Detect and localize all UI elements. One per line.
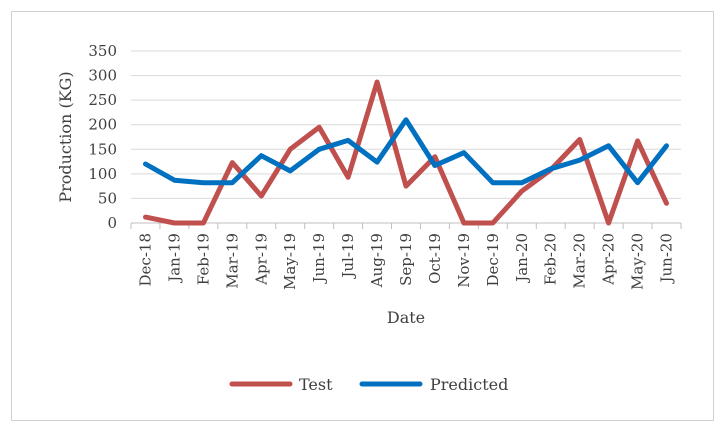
data-point-test [346, 175, 351, 180]
data-point-test [635, 138, 640, 143]
legend: Test Predicted [229, 375, 508, 394]
x-tick-label: Aug-19 [368, 233, 386, 288]
x-tick-label: Oct-19 [426, 233, 444, 284]
y-tick-label: 350 [88, 42, 117, 60]
y-tick-label: 300 [88, 67, 117, 85]
data-point-predicted [317, 147, 322, 152]
x-tick-label: Jan-20 [513, 233, 531, 284]
series-line-test [143, 79, 669, 226]
data-point-predicted [577, 158, 582, 163]
data-point-test [288, 147, 293, 152]
x-tick-label: Dec-19 [484, 233, 502, 286]
data-point-test [201, 221, 206, 226]
data-point-predicted [143, 162, 148, 167]
data-point-test [375, 79, 380, 84]
data-point-predicted [606, 143, 611, 148]
data-point-test [490, 221, 495, 226]
data-point-test [577, 137, 582, 142]
y-axis-title: Production (KG) [56, 71, 75, 202]
data-point-predicted [664, 143, 669, 148]
data-point-test [664, 201, 669, 206]
x-tick-label: May-20 [629, 233, 647, 290]
x-axis-title: Date [387, 308, 425, 327]
data-point-test [259, 193, 264, 198]
data-point-test [519, 189, 524, 194]
x-tick-labels: Dec-18 Jan-19 Feb-19 Mar-19 Apr-19 May-19 Jun-… [136, 233, 675, 290]
chart-frame [11, 11, 714, 421]
x-tick-label: Dec-18 [136, 233, 154, 286]
y-tick-label: 100 [88, 165, 117, 183]
data-point-predicted [548, 166, 553, 171]
gridlines [130, 50, 682, 229]
series-lines [143, 79, 669, 226]
data-point-predicted [404, 117, 409, 122]
x-tick-label: Mar-19 [223, 233, 241, 289]
data-point-test [230, 160, 235, 165]
data-point-predicted [635, 180, 640, 185]
y-tick-label: 0 [107, 214, 117, 232]
data-point-predicted [432, 163, 437, 168]
data-point-predicted [346, 138, 351, 143]
data-point-test [143, 215, 148, 220]
data-point-test [606, 221, 611, 226]
x-tick-label: Jun-20 [658, 233, 676, 285]
x-tick-label: Mar-20 [571, 233, 589, 289]
x-tick-label: May-19 [281, 233, 299, 290]
x-tick-label: Apr-19 [252, 233, 270, 286]
y-tick-labels: 0 50 100 150 200 250 300 350 [88, 42, 117, 232]
x-tick-label: Jun-19 [310, 233, 328, 285]
x-tick-label: Feb-19 [194, 233, 212, 285]
data-point-test [404, 184, 409, 189]
data-point-predicted [375, 160, 380, 165]
x-tick-label: Jul-19 [339, 233, 357, 280]
y-tick-label: 50 [98, 189, 117, 207]
data-point-predicted [519, 180, 524, 185]
data-point-predicted [201, 180, 206, 185]
data-point-test [172, 221, 177, 226]
legend-label-test: Test [299, 375, 333, 394]
y-tick-label: 250 [88, 91, 117, 109]
x-tick-label: Jan-19 [165, 233, 183, 284]
data-point-test [317, 125, 322, 130]
data-point-test [461, 221, 466, 226]
data-point-predicted [461, 150, 466, 155]
data-point-predicted [230, 180, 235, 185]
data-point-predicted [490, 180, 495, 185]
y-tick-label: 150 [88, 140, 117, 158]
x-tick-label: Nov-19 [455, 233, 473, 288]
y-tick-label: 200 [88, 116, 117, 134]
x-tick-label: Feb-20 [542, 233, 560, 285]
data-point-predicted [288, 168, 293, 173]
data-point-predicted [172, 178, 177, 183]
x-tick-label: Sep-19 [397, 233, 415, 286]
series-line-predicted [143, 117, 669, 186]
data-point-predicted [259, 153, 264, 158]
legend-label-predicted: Predicted [430, 375, 508, 394]
x-tick-label: Apr-20 [600, 233, 618, 286]
